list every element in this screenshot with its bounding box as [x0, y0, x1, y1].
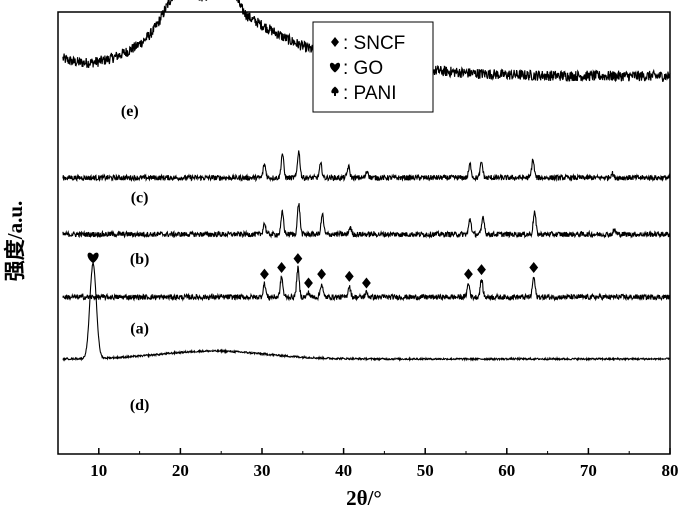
curve-label-d: (d) [130, 397, 150, 414]
sncf-peak-marker [317, 269, 326, 280]
x-tick-label: 20 [172, 461, 189, 480]
legend-label: : GO [343, 58, 383, 79]
x-tick-label: 50 [417, 461, 434, 480]
curve-label-c: (c) [131, 190, 149, 207]
x-tick-label: 60 [498, 461, 515, 480]
x-tick-label: 70 [580, 461, 597, 480]
sncf-peak-marker [345, 271, 354, 282]
legend-label: : SNCF [343, 33, 405, 54]
sncf-peak-marker [529, 262, 538, 273]
curve-label-b: (b) [130, 251, 150, 268]
legend: : SNCF : GO : PANI [313, 22, 433, 112]
curve-labels: (e) (c) (b) (a) (d) [121, 103, 149, 414]
sncf-peak-marker [277, 262, 286, 273]
legend-label: : PANI [343, 83, 397, 104]
go-peak-marker [88, 253, 99, 264]
series-line-c [63, 150, 670, 180]
curve-label-e: (e) [121, 103, 139, 120]
x-tick-label: 30 [254, 461, 271, 480]
series-line-b [63, 203, 670, 237]
legend-item-diamond: : SNCF [331, 33, 405, 54]
sncf-peak-marker [477, 264, 486, 275]
x-tick-label: 40 [335, 461, 352, 480]
sncf-peak-marker [294, 253, 303, 264]
y-axis-title: 强度/a.u. [3, 201, 27, 282]
sncf-peak-marker [362, 277, 371, 288]
sncf-peak-marker [464, 269, 473, 280]
series-line-d [63, 263, 670, 360]
x-tick-label: 80 [662, 461, 679, 480]
sncf-peak-marker [304, 277, 313, 288]
x-axis-title: 2θ/° [346, 486, 382, 510]
sncf-peak-marker [260, 269, 269, 280]
x-tick-label: 10 [90, 461, 107, 480]
curve-label-a: (a) [130, 320, 149, 337]
x-axis-ticks: 10 20 30 40 50 60 70 80 [58, 448, 679, 480]
spade-icon-stem [334, 92, 336, 96]
